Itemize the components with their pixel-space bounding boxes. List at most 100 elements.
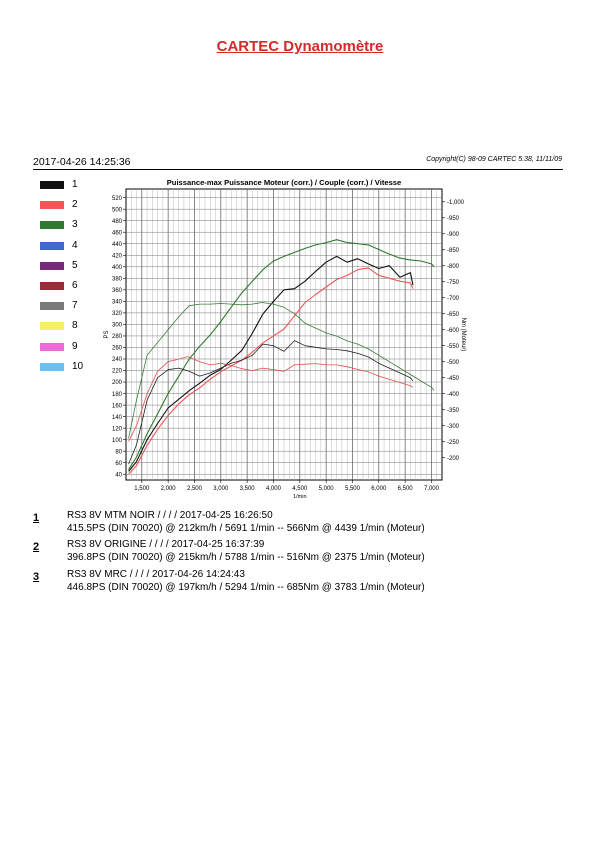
header-divider xyxy=(33,169,563,170)
legend-swatch xyxy=(40,261,64,270)
run-title: RS3 8V MRC / / / / 2017-04-26 14:24:43 xyxy=(67,569,245,580)
tick-label-left: 260 xyxy=(112,346,123,352)
legend-label: 7 xyxy=(72,300,78,312)
tick-label-left: 200 xyxy=(112,380,123,386)
tick-label-x: 5,000 xyxy=(319,486,335,492)
tick-label-left: 220 xyxy=(112,369,123,375)
series-torque-1 xyxy=(128,340,414,465)
run-title: RS3 8V ORIGINE / / / / 2017-04-25 16:37:… xyxy=(67,539,265,550)
tick-label-left: 160 xyxy=(112,403,123,409)
run-result: 415.5PS (DIN 70020) @ 212km/h / 5691 1/m… xyxy=(67,523,425,534)
run-number: 3 xyxy=(33,571,40,583)
run-number: 2 xyxy=(33,541,40,553)
tick-label-left: 340 xyxy=(112,300,123,306)
tick-label-left: 60 xyxy=(115,461,122,467)
x-axis-label: 1/min xyxy=(293,494,306,499)
legend-label: 1 xyxy=(72,179,78,190)
tick-label-right: -500 xyxy=(447,360,460,366)
legend-item-6: 6 xyxy=(40,280,100,300)
tick-label-left: 460 xyxy=(112,230,123,236)
tick-label-right: -850 xyxy=(447,248,460,254)
legend-label: 8 xyxy=(72,320,78,332)
series-power-2 xyxy=(128,267,414,475)
legend-label: 3 xyxy=(72,219,78,231)
dyno-chart: Puissance-max Puissance Moteur (corr.) /… xyxy=(104,178,466,499)
tick-label-right: -700 xyxy=(447,296,460,302)
legend-item-10: 10 xyxy=(40,361,100,381)
legend-label: 10 xyxy=(72,360,84,372)
legend-item-7: 7 xyxy=(40,300,100,320)
legend-label: 4 xyxy=(72,239,78,251)
tick-label-x: 3,500 xyxy=(240,486,256,492)
tick-label-x: 4,000 xyxy=(266,486,282,492)
tick-label-left: 420 xyxy=(112,253,123,259)
tick-label-left: 180 xyxy=(112,392,123,398)
tick-label-left: 140 xyxy=(112,415,123,421)
tick-label-right: -600 xyxy=(447,328,460,334)
legend: 1 2 3 4 5 6 7 8 9 10 xyxy=(40,179,100,381)
tick-label-left: 320 xyxy=(112,311,123,317)
tick-label-left: 120 xyxy=(112,426,123,432)
tick-label-left: 380 xyxy=(112,277,123,283)
series-power-3 xyxy=(128,239,435,470)
run-title: RS3 8V MTM NOIR / / / / 2017-04-25 16:26… xyxy=(67,510,273,521)
legend-swatch xyxy=(40,241,64,250)
legend-swatch xyxy=(40,342,64,351)
legend-swatch xyxy=(40,201,64,210)
run-entry: 3 RS3 8V MRC / / / / 2017-04-26 14:24:43 4… xyxy=(33,568,573,598)
tick-label-left: 280 xyxy=(112,334,123,340)
run-entry: 1 RS3 8V MTM NOIR / / / / 2017-04-25 16:2… xyxy=(33,509,573,539)
timestamp: 2017-04-26 14:25:36 xyxy=(33,156,131,168)
run-result: 396.8PS (DIN 70020) @ 215km/h / 5788 1/m… xyxy=(67,552,425,563)
legend-swatch xyxy=(40,221,64,230)
tick-label-left: 500 xyxy=(112,207,123,213)
tick-label-left: 240 xyxy=(112,357,123,363)
legend-item-5: 5 xyxy=(40,260,100,280)
page-title: CARTEC Dynamomètre xyxy=(216,38,384,55)
tick-label-x: 2,500 xyxy=(187,486,203,492)
series-torque-3 xyxy=(128,302,435,439)
tick-label-right: -1,000 xyxy=(447,200,465,206)
tick-label-x: 3,000 xyxy=(213,486,229,492)
tick-label-right: -400 xyxy=(447,392,460,398)
tick-label-right: -650 xyxy=(447,312,460,318)
legend-swatch xyxy=(40,362,64,371)
legend-label: 2 xyxy=(72,199,78,211)
tick-label-left: 480 xyxy=(112,219,123,225)
legend-item-8: 8 xyxy=(40,320,100,340)
legend-label: 9 xyxy=(72,340,78,352)
run-entry: 2 RS3 8V ORIGINE / / / / 2017-04-25 16:37… xyxy=(33,538,573,568)
y-axis-label-left: PS xyxy=(104,330,110,338)
series-power-1 xyxy=(128,255,414,472)
tick-label-x: 2,000 xyxy=(161,486,177,492)
tick-label-right: -750 xyxy=(447,280,460,286)
run-result: 446.8PS (DIN 70020) @ 197km/h / 5294 1/m… xyxy=(67,582,425,593)
tick-label-x: 6,000 xyxy=(371,486,387,492)
legend-item-2: 2 xyxy=(40,199,100,219)
run-number: 1 xyxy=(33,512,40,524)
tick-label-left: 360 xyxy=(112,288,123,294)
legend-item-9: 9 xyxy=(40,341,100,361)
tick-label-right: -900 xyxy=(447,232,460,238)
tick-label-right: -550 xyxy=(447,344,460,350)
tick-label-right: -350 xyxy=(447,408,460,414)
y-axis-label-right: Nm (Moteur) xyxy=(460,318,466,352)
tick-label-right: -200 xyxy=(447,456,460,462)
legend-item-1: 1 xyxy=(40,179,100,199)
legend-swatch xyxy=(40,181,64,189)
tick-label-x: 7,000 xyxy=(424,486,440,492)
tick-label-x: 5,500 xyxy=(345,486,361,492)
tick-label-left: 40 xyxy=(115,472,122,478)
tick-label-right: -450 xyxy=(447,376,460,382)
tick-label-left: 80 xyxy=(115,449,122,455)
tick-label-x: 6,500 xyxy=(398,486,414,492)
tick-label-x: 1,500 xyxy=(134,486,150,492)
legend-swatch xyxy=(40,302,64,311)
tick-label-left: 440 xyxy=(112,242,123,248)
copyright-text: Copyright(C) 98-09 CARTEC 5.38, 11/11/09 xyxy=(426,156,562,163)
legend-swatch xyxy=(40,281,64,290)
legend-swatch xyxy=(40,322,64,331)
tick-label-right: -250 xyxy=(447,440,460,446)
legend-label: 6 xyxy=(72,279,78,291)
legend-item-3: 3 xyxy=(40,219,100,239)
